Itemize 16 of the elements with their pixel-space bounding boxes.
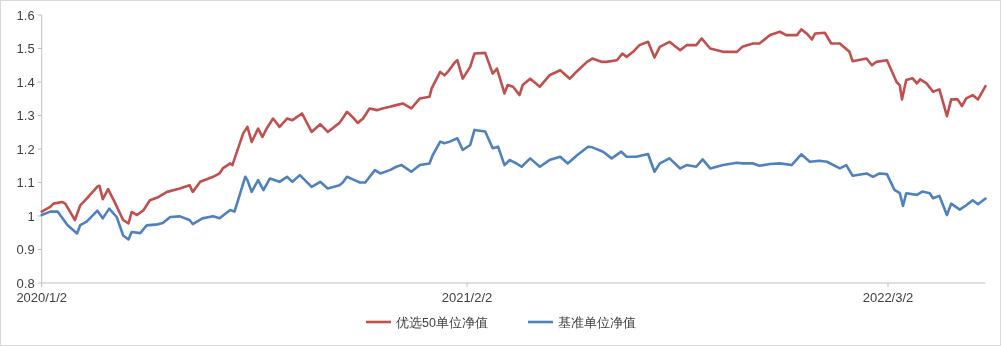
y-tick-label: 1.5 — [16, 41, 35, 56]
y-tick-label: 1.3 — [16, 108, 35, 123]
legend-label: 优选50单位净值 — [396, 316, 488, 330]
legend-label: 基准单位净值 — [558, 316, 636, 330]
line-series — [40, 28, 987, 225]
y-tick-label: 0.9 — [16, 242, 35, 257]
x-tick-label: 2021/2/2 — [441, 290, 493, 305]
y-tick-label: 0.8 — [16, 275, 35, 291]
y-tick-label: 1.1 — [16, 175, 35, 190]
y-tick-label: 1 — [27, 208, 35, 224]
y-tick-label: 1.6 — [16, 7, 35, 23]
line-series — [40, 128, 987, 241]
x-tick-label: 2022/3/2 — [862, 290, 914, 305]
y-tick-label: 1.2 — [16, 141, 35, 157]
x-tick-label: 2020/1/2 — [16, 290, 67, 305]
y-tick-label: 1.4 — [16, 74, 35, 90]
